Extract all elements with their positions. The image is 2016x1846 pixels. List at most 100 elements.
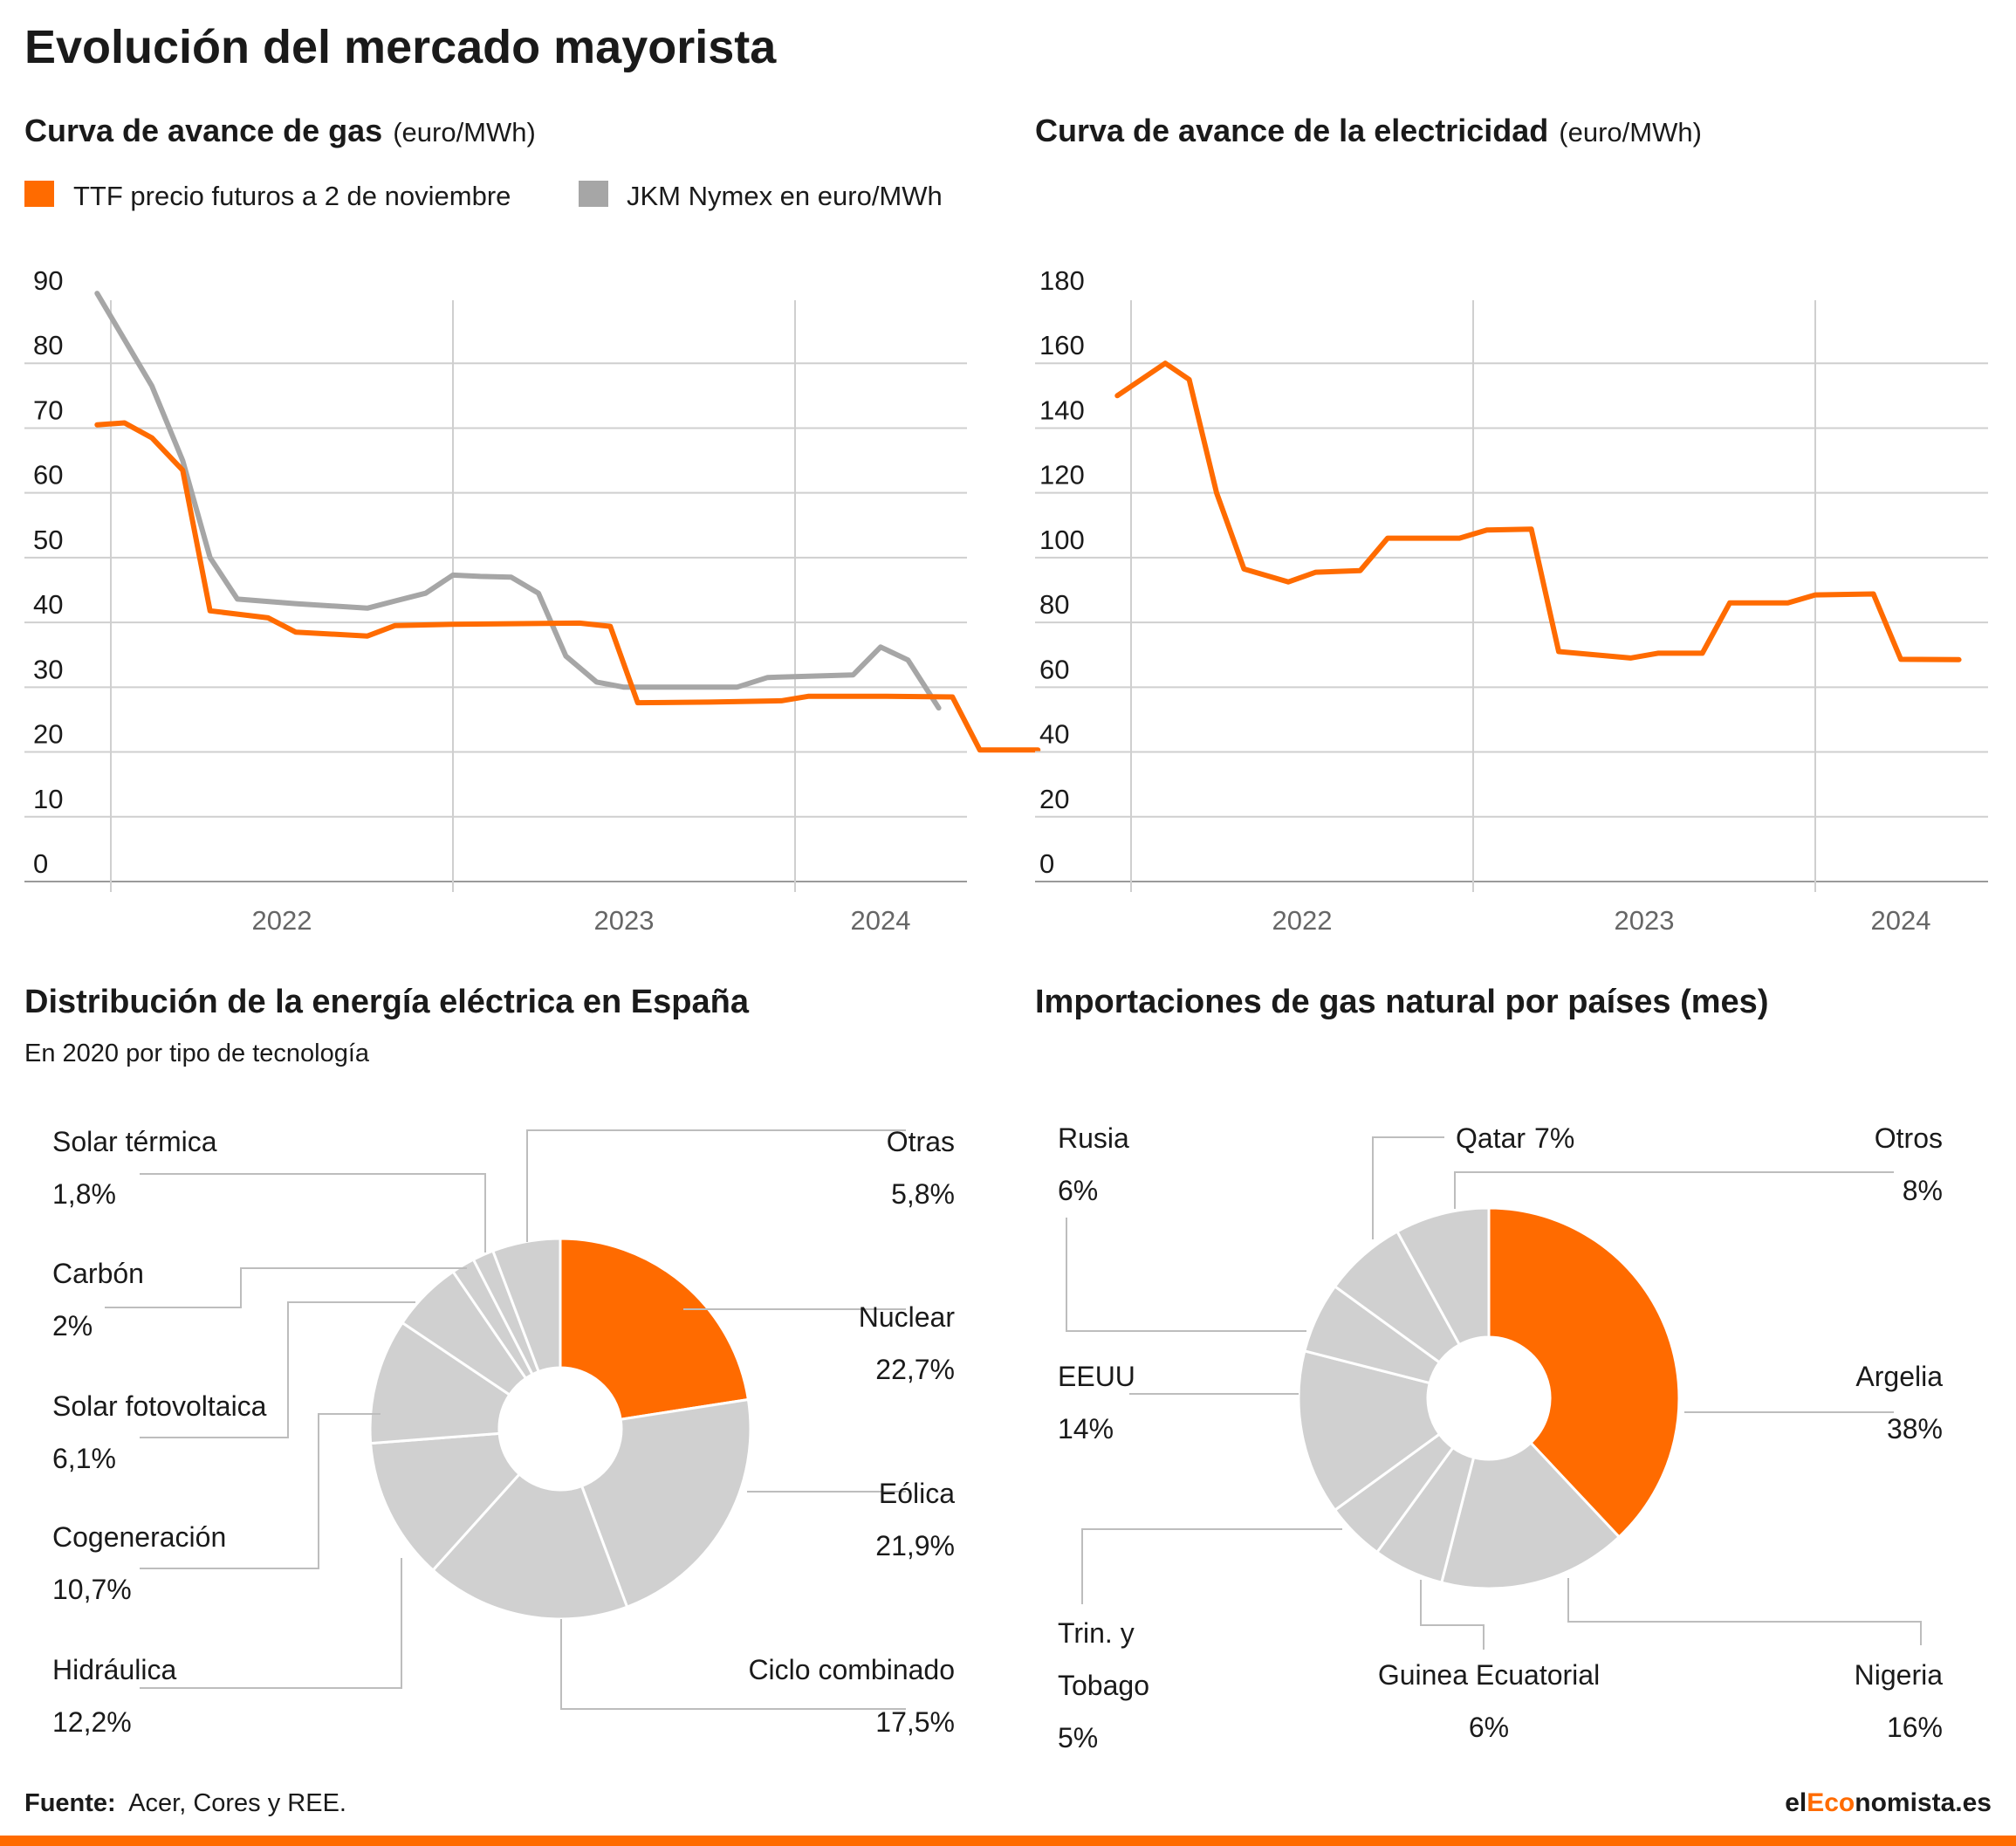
importaciones-label-5: Rusia — [1058, 1122, 1129, 1154]
importaciones-label-3: Trin. y — [1058, 1617, 1135, 1649]
importaciones-label-3: Tobago — [1058, 1670, 1149, 1701]
energia-label-8: Otras — [887, 1126, 955, 1157]
energia-leader-line — [140, 1173, 486, 1252]
energia-label-6: Carbón — [52, 1258, 144, 1289]
gas-x-tick-label: 2024 — [851, 905, 911, 936]
source-label: Fuente: — [24, 1789, 116, 1817]
elec-y-tick-label: 20 — [1039, 784, 1069, 814]
gas-x-tick-label: 2023 — [594, 905, 655, 936]
elec-x-tick-label: 2023 — [1615, 905, 1675, 936]
energia-slice-0 — [559, 1237, 751, 1421]
importaciones-leader-line — [1372, 1136, 1444, 1239]
energia-label-5: Solar fotovoltaica — [52, 1390, 267, 1422]
brand-pre: el — [1785, 1788, 1807, 1817]
energia-value-0: 22,7% — [875, 1354, 955, 1385]
elec-x-tick-label: 2024 — [1871, 905, 1931, 936]
brand-post: nomista.es — [1855, 1788, 1992, 1817]
importaciones-value-4: 14% — [1058, 1413, 1114, 1445]
gas-y-tick-label: 0 — [33, 848, 48, 879]
energia-slice-3 — [369, 1431, 522, 1573]
energia-value-1: 21,9% — [875, 1530, 955, 1561]
legend-swatch-ttf — [24, 181, 54, 207]
gas-y-tick-label: 40 — [33, 589, 63, 620]
energia-label-0: Nuclear — [859, 1301, 956, 1333]
energia-slice-1 — [579, 1397, 752, 1609]
energia-value-7: 1,8% — [52, 1178, 116, 1210]
gas-y-tick-label: 80 — [33, 330, 63, 360]
importaciones-label-6: Qatar 7% — [1456, 1122, 1574, 1154]
importaciones-label-4: EEUU — [1058, 1361, 1135, 1392]
energia-leader-line — [140, 1558, 402, 1689]
legend-label-ttf: TTF precio futuros a 2 de noviembre — [73, 181, 511, 211]
source-note: Fuente: Acer, Cores y REE. — [24, 1789, 346, 1817]
energia-value-6: 2% — [52, 1310, 93, 1342]
elec-series-line-0 — [1114, 360, 1962, 662]
importaciones-donut-hole — [1429, 1338, 1549, 1458]
energy-distribution-donut: Distribución de la energía eléctrica en … — [24, 984, 955, 1738]
gas-y-tick-label: 30 — [33, 654, 63, 684]
legend-swatch-jkm — [579, 181, 608, 207]
source-text: Acer, Cores y REE. — [128, 1789, 346, 1817]
energia-label-7: Solar térmica — [52, 1126, 217, 1157]
energia-slice-2 — [430, 1472, 629, 1621]
gas-chart-title: Curva de avance de gas — [24, 113, 382, 148]
elec-y-tick-label: 180 — [1039, 265, 1085, 296]
energia-leader-line — [105, 1267, 467, 1308]
electricity-forward-curve-chart: Curva de avance de la electricidad (euro/… — [1035, 113, 1988, 936]
legend-label-jkm: JKM Nymex en euro/MWh — [627, 181, 943, 211]
elec-y-tick-label: 160 — [1039, 330, 1085, 360]
importaciones-value-0: 38% — [1887, 1413, 1943, 1445]
importaciones-value-3: 5% — [1058, 1722, 1098, 1753]
energia-value-3: 12,2% — [52, 1706, 132, 1738]
elec-x-tick-label: 2022 — [1272, 905, 1333, 936]
importaciones-value-2: 6% — [1469, 1712, 1509, 1743]
brand-mid: Eco — [1807, 1788, 1855, 1817]
energia-label-2: Ciclo combinado — [748, 1654, 955, 1685]
bottom-accent-bar — [0, 1836, 2016, 1846]
energia-value-5: 6,1% — [52, 1443, 116, 1474]
importaciones-title: Importaciones de gas natural por países … — [1035, 984, 1768, 1020]
importaciones-leader-line — [1066, 1218, 1306, 1332]
gas-y-tick-label: 50 — [33, 525, 63, 555]
elec-y-tick-label: 100 — [1039, 525, 1085, 555]
energia-donut-hole — [500, 1369, 621, 1489]
gas-unit: (euro/MWh) — [393, 117, 536, 148]
importaciones-value-7: 8% — [1903, 1175, 1943, 1206]
energia-slice-8 — [490, 1237, 562, 1374]
importaciones-label-0: Argelia — [1855, 1361, 1943, 1392]
energia-slice-4 — [368, 1321, 511, 1445]
importaciones-leader-line — [1081, 1528, 1342, 1604]
elec-y-tick-label: 40 — [1039, 719, 1069, 750]
energia-leader-line — [140, 1301, 415, 1438]
importaciones-slice-0 — [1487, 1206, 1681, 1540]
gas-y-tick-label: 60 — [33, 460, 63, 491]
elec-y-tick-label: 80 — [1039, 589, 1069, 620]
gas-series-line-1 — [94, 291, 942, 711]
elec-chart-title: Curva de avance de la electricidad — [1035, 113, 1548, 148]
energia-value-8: 5,8% — [891, 1178, 955, 1210]
slice-label: Qatar — [1456, 1122, 1526, 1154]
elec-y-tick-label: 0 — [1039, 848, 1054, 879]
energia-label-3: Hidráulica — [52, 1654, 176, 1685]
elec-y-tick-label: 120 — [1039, 460, 1085, 491]
importaciones-label-7: Otros — [1875, 1122, 1943, 1154]
importaciones-label-1: Nigeria — [1855, 1659, 1944, 1691]
energia-leader-line — [140, 1413, 381, 1569]
brand-logo: elEconomista.es — [1785, 1788, 1992, 1817]
importaciones-leader-line — [1454, 1171, 1894, 1209]
importaciones-value-5: 6% — [1058, 1175, 1098, 1206]
energia-value-4: 10,7% — [52, 1574, 132, 1605]
gas-forward-curve-chart: Curva de avance de gas (euro/MWh) 0 10 20 30 4… — [24, 113, 1041, 936]
energia-leader-line — [560, 1619, 906, 1710]
slice-value: 7% — [1534, 1122, 1574, 1154]
gas-y-tick-label: 10 — [33, 784, 63, 814]
elec-unit: (euro/MWh) — [1559, 117, 1702, 148]
importaciones-slice-7 — [1395, 1206, 1491, 1347]
gas-y-tick-label: 70 — [33, 395, 63, 425]
energia-label-4: Cogeneración — [52, 1521, 226, 1553]
gas-imports-donut: Importaciones de gas natural por países … — [1035, 984, 1943, 1753]
energia-value-2: 17,5% — [875, 1706, 955, 1738]
energia-label-1: Eólica — [879, 1478, 955, 1509]
importaciones-leader-line — [1420, 1580, 1485, 1650]
